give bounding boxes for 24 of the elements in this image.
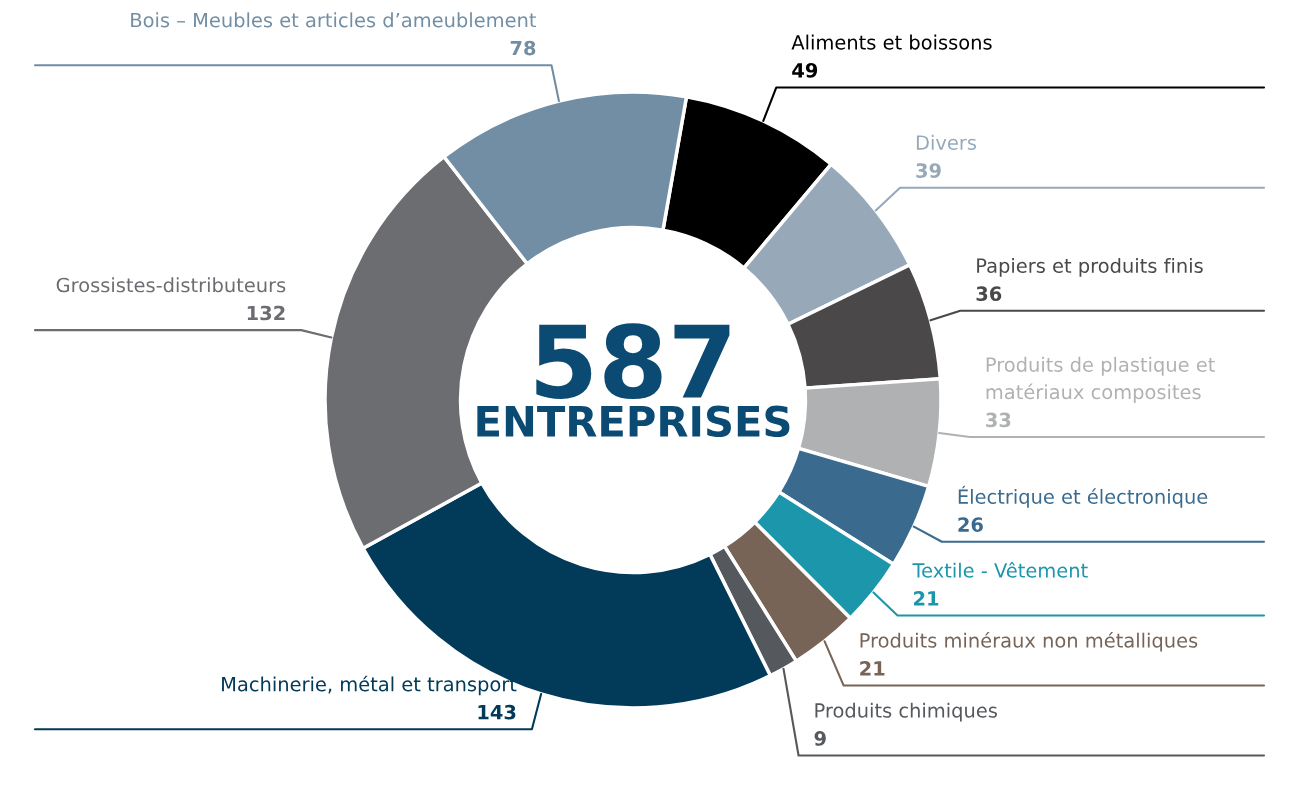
slice-label: Grossistes-distributeurs [56,277,286,293]
data-label: 143 [478,704,516,720]
data-label: 21 [914,591,939,606]
data-label: 78 [510,40,536,56]
slice-label: Aliments et boissons [791,34,992,50]
data-label: 49 [792,62,818,78]
slice-label: Électrique et électronique [958,485,1208,508]
text: ENTREPRISES [477,405,790,438]
slice-label: Produits chimiques [815,702,997,722]
data-label: 132 [247,305,285,321]
data-label: 33 [986,412,1011,428]
data-label: 39 [916,163,941,178]
data-label: 21 [860,661,885,676]
text: 587 [536,323,730,400]
data-label: 26 [958,517,983,532]
slice-label: Produits minéraux non métalliques [860,631,1198,652]
slice-label: Papiers et produits finis [977,257,1203,277]
slice-label: Divers [916,134,977,150]
slice-label: Bois – Meubles et articles d’ameublement [131,12,537,28]
data-label: 36 [976,286,1002,301]
slice-label: Machinerie, métal et transport [222,675,517,696]
slice-label: Textile - Vêtement [912,561,1088,578]
slice-label: Produits de plastique et matériaux composites [986,356,1215,404]
data-label: 9 [814,731,826,746]
